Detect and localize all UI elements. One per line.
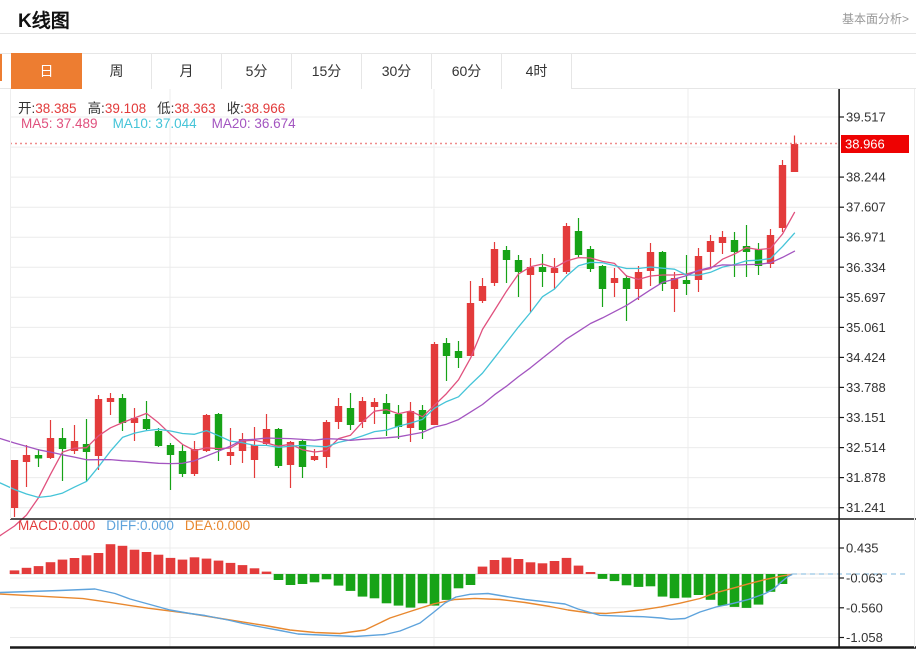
svg-text:35.697: 35.697 (846, 290, 886, 305)
svg-text:-0.063: -0.063 (846, 571, 883, 586)
svg-text:-0.560: -0.560 (846, 600, 883, 615)
svg-text:38.966: 38.966 (845, 137, 885, 152)
svg-text:0.435: 0.435 (846, 541, 879, 556)
svg-text:31.241: 31.241 (846, 500, 886, 515)
svg-text:36.334: 36.334 (846, 260, 886, 275)
svg-text:31.878: 31.878 (846, 470, 886, 485)
svg-text:34.424: 34.424 (846, 350, 886, 365)
svg-text:35.061: 35.061 (846, 320, 886, 335)
svg-text:-1.058: -1.058 (846, 630, 883, 645)
svg-text:32.514: 32.514 (846, 440, 886, 455)
svg-text:39.517: 39.517 (846, 110, 886, 125)
svg-text:38.244: 38.244 (846, 170, 886, 185)
svg-text:36.971: 36.971 (846, 230, 886, 245)
svg-text:33.151: 33.151 (846, 410, 886, 425)
svg-text:37.607: 37.607 (846, 200, 886, 215)
svg-text:33.788: 33.788 (846, 380, 886, 395)
